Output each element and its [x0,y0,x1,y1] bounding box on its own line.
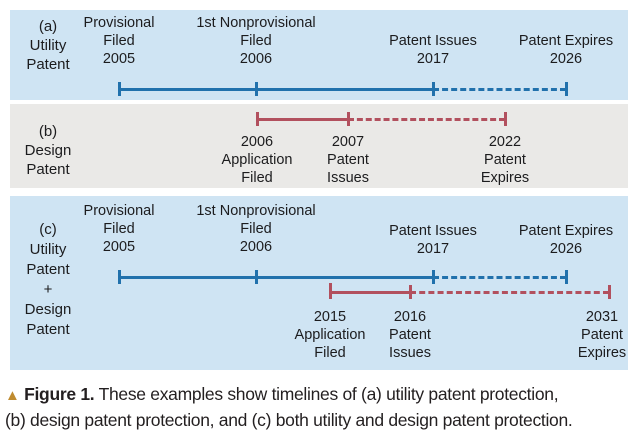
caption-line-1: ▲ Figure 1. These examples show timeline… [5,382,637,408]
milestone-line: Filed [103,221,135,237]
milestone-line: Application [221,152,293,168]
milestone-patent-issues: Patent Issues 2017 [389,32,477,68]
timeline-solid-segment [119,88,433,91]
timeline-tick-2007 [347,112,350,126]
panel-c-side-label: (c) Utility Patent + Design Patent [14,220,82,340]
timeline-tick-2022 [504,112,507,126]
milestone-line: 1st Nonprovisional [196,15,316,31]
milestone-patent-expires: 2022 Patent Expires [481,133,529,187]
panel-type-label: Utility [29,37,67,54]
milestone-patent-expires: Patent Expires 2026 [519,222,613,258]
milestone-line: Filed [241,170,273,186]
milestone-line: Patent [389,327,431,343]
timeline-tick-2006 [255,270,258,284]
milestone-line: Expires [480,170,530,186]
milestone-line: Patent Expires [518,33,614,49]
milestone-patent-issues: 2016 Patent Issues [389,308,431,362]
panel-a-side-label: (a) Utility Patent [14,17,82,74]
timeline-dashed-segment [433,276,566,279]
milestone-line: Patent Expires [518,223,614,239]
milestone-line: Provisional [83,15,155,31]
timeline-dashed-segment [410,291,609,294]
milestone-provisional-filed: Provisional Filed 2005 [84,202,155,256]
timeline-dashed-segment [348,118,505,121]
milestone-line: Issues [327,170,369,186]
milestone-line: Expires [577,345,627,361]
timeline-tick-2031 [608,285,611,299]
milestone-provisional-filed: Provisional Filed 2005 [84,14,155,68]
milestone-patent-issues: Patent Issues 2017 [389,222,477,258]
panel-type-label: Utility [29,241,67,258]
panel-type-label: Patent [26,321,70,338]
milestone-line: Filed [240,221,272,237]
figure-caption: ▲ Figure 1. These examples show timeline… [5,382,637,432]
milestone-line: Issues [389,345,431,361]
milestone-line: Filed [240,33,272,49]
panel-type-label: Patent [26,261,70,278]
panel-type-label: Patent [26,161,70,178]
timeline-tick-2015 [329,283,332,299]
timeline-solid-segment [330,291,410,294]
panel-type-label: Patent [26,56,70,73]
panel-b-side-label: (b) Design Patent [14,122,82,179]
triangle-marker-icon: ▲ [5,387,20,404]
caption-text: These examples show timelines of (a) uti… [98,384,559,404]
timeline-tick-2017 [432,82,435,96]
panel-utility-patent: (a) Utility Patent Provisional Filed 200… [10,10,628,100]
milestone-line: 1st Nonprovisional [196,203,316,219]
milestone-line: Filed [314,345,346,361]
milestone-line: Patent [484,152,526,168]
timeline-tick-2005 [118,82,121,96]
caption-figure-number: Figure 1. [24,384,95,404]
panel-letter: (b) [38,123,58,140]
milestone-year: 2006 [239,51,273,67]
timeline-solid-segment [257,118,348,121]
milestone-year: 2005 [102,51,136,67]
milestone-year: 2017 [416,241,450,257]
milestone-year: 2006 [240,134,274,150]
panel-type-label: Design [24,301,72,318]
milestone-year: 2017 [416,51,450,67]
timeline-tick-2016 [409,285,412,299]
milestone-application-filed: 2015 Application Filed [295,308,366,362]
caption-line-2: (b) design patent protection, and (c) bo… [5,410,573,430]
timeline-dashed-segment [433,88,566,91]
milestone-year: 2015 [313,309,347,325]
milestone-line: Patent [327,152,369,168]
milestone-nonprovisional-filed: 1st Nonprovisional Filed 2006 [196,202,315,256]
timeline-tick-2017 [432,270,435,284]
milestone-line: Patent Issues [389,33,477,49]
panel-design-patent: (b) Design Patent 2006 Application Filed… [10,104,628,188]
timeline-tick-2026 [565,82,568,96]
milestone-patent-issues: 2007 Patent Issues [327,133,369,187]
milestone-application-filed: 2006 Application Filed [222,133,293,187]
milestone-year: 2007 [331,134,365,150]
timeline-tick-2026 [565,270,568,284]
timeline-solid-segment [119,276,433,279]
milestone-line: Provisional [83,203,155,219]
milestone-year: 2022 [488,134,522,150]
milestone-year: 2026 [549,51,583,67]
panel-type-label: Design [24,142,72,159]
milestone-patent-expires: 2031 Patent Expires [578,308,626,362]
milestone-year: 2006 [239,239,273,255]
panel-letter: (a) [38,18,58,35]
milestone-year: 2005 [102,239,136,255]
timeline-tick-2006 [256,112,259,126]
panel-utility-plus-design-patent: (c) Utility Patent + Design Patent Provi… [10,196,628,370]
timeline-tick-2005 [118,270,121,284]
plus-sign: + [43,281,53,298]
milestone-year: 2031 [585,309,619,325]
panel-letter: (c) [39,221,57,238]
milestone-line: Filed [103,33,135,49]
timeline-tick-2006 [255,82,258,96]
milestone-patent-expires: Patent Expires 2026 [519,32,613,68]
milestone-line: Application [294,327,366,343]
milestone-year: 2016 [393,309,427,325]
milestone-year: 2026 [549,241,583,257]
milestone-nonprovisional-filed: 1st Nonprovisional Filed 2006 [196,14,315,68]
milestone-line: Patent Issues [389,223,477,239]
milestone-line: Patent [581,327,623,343]
